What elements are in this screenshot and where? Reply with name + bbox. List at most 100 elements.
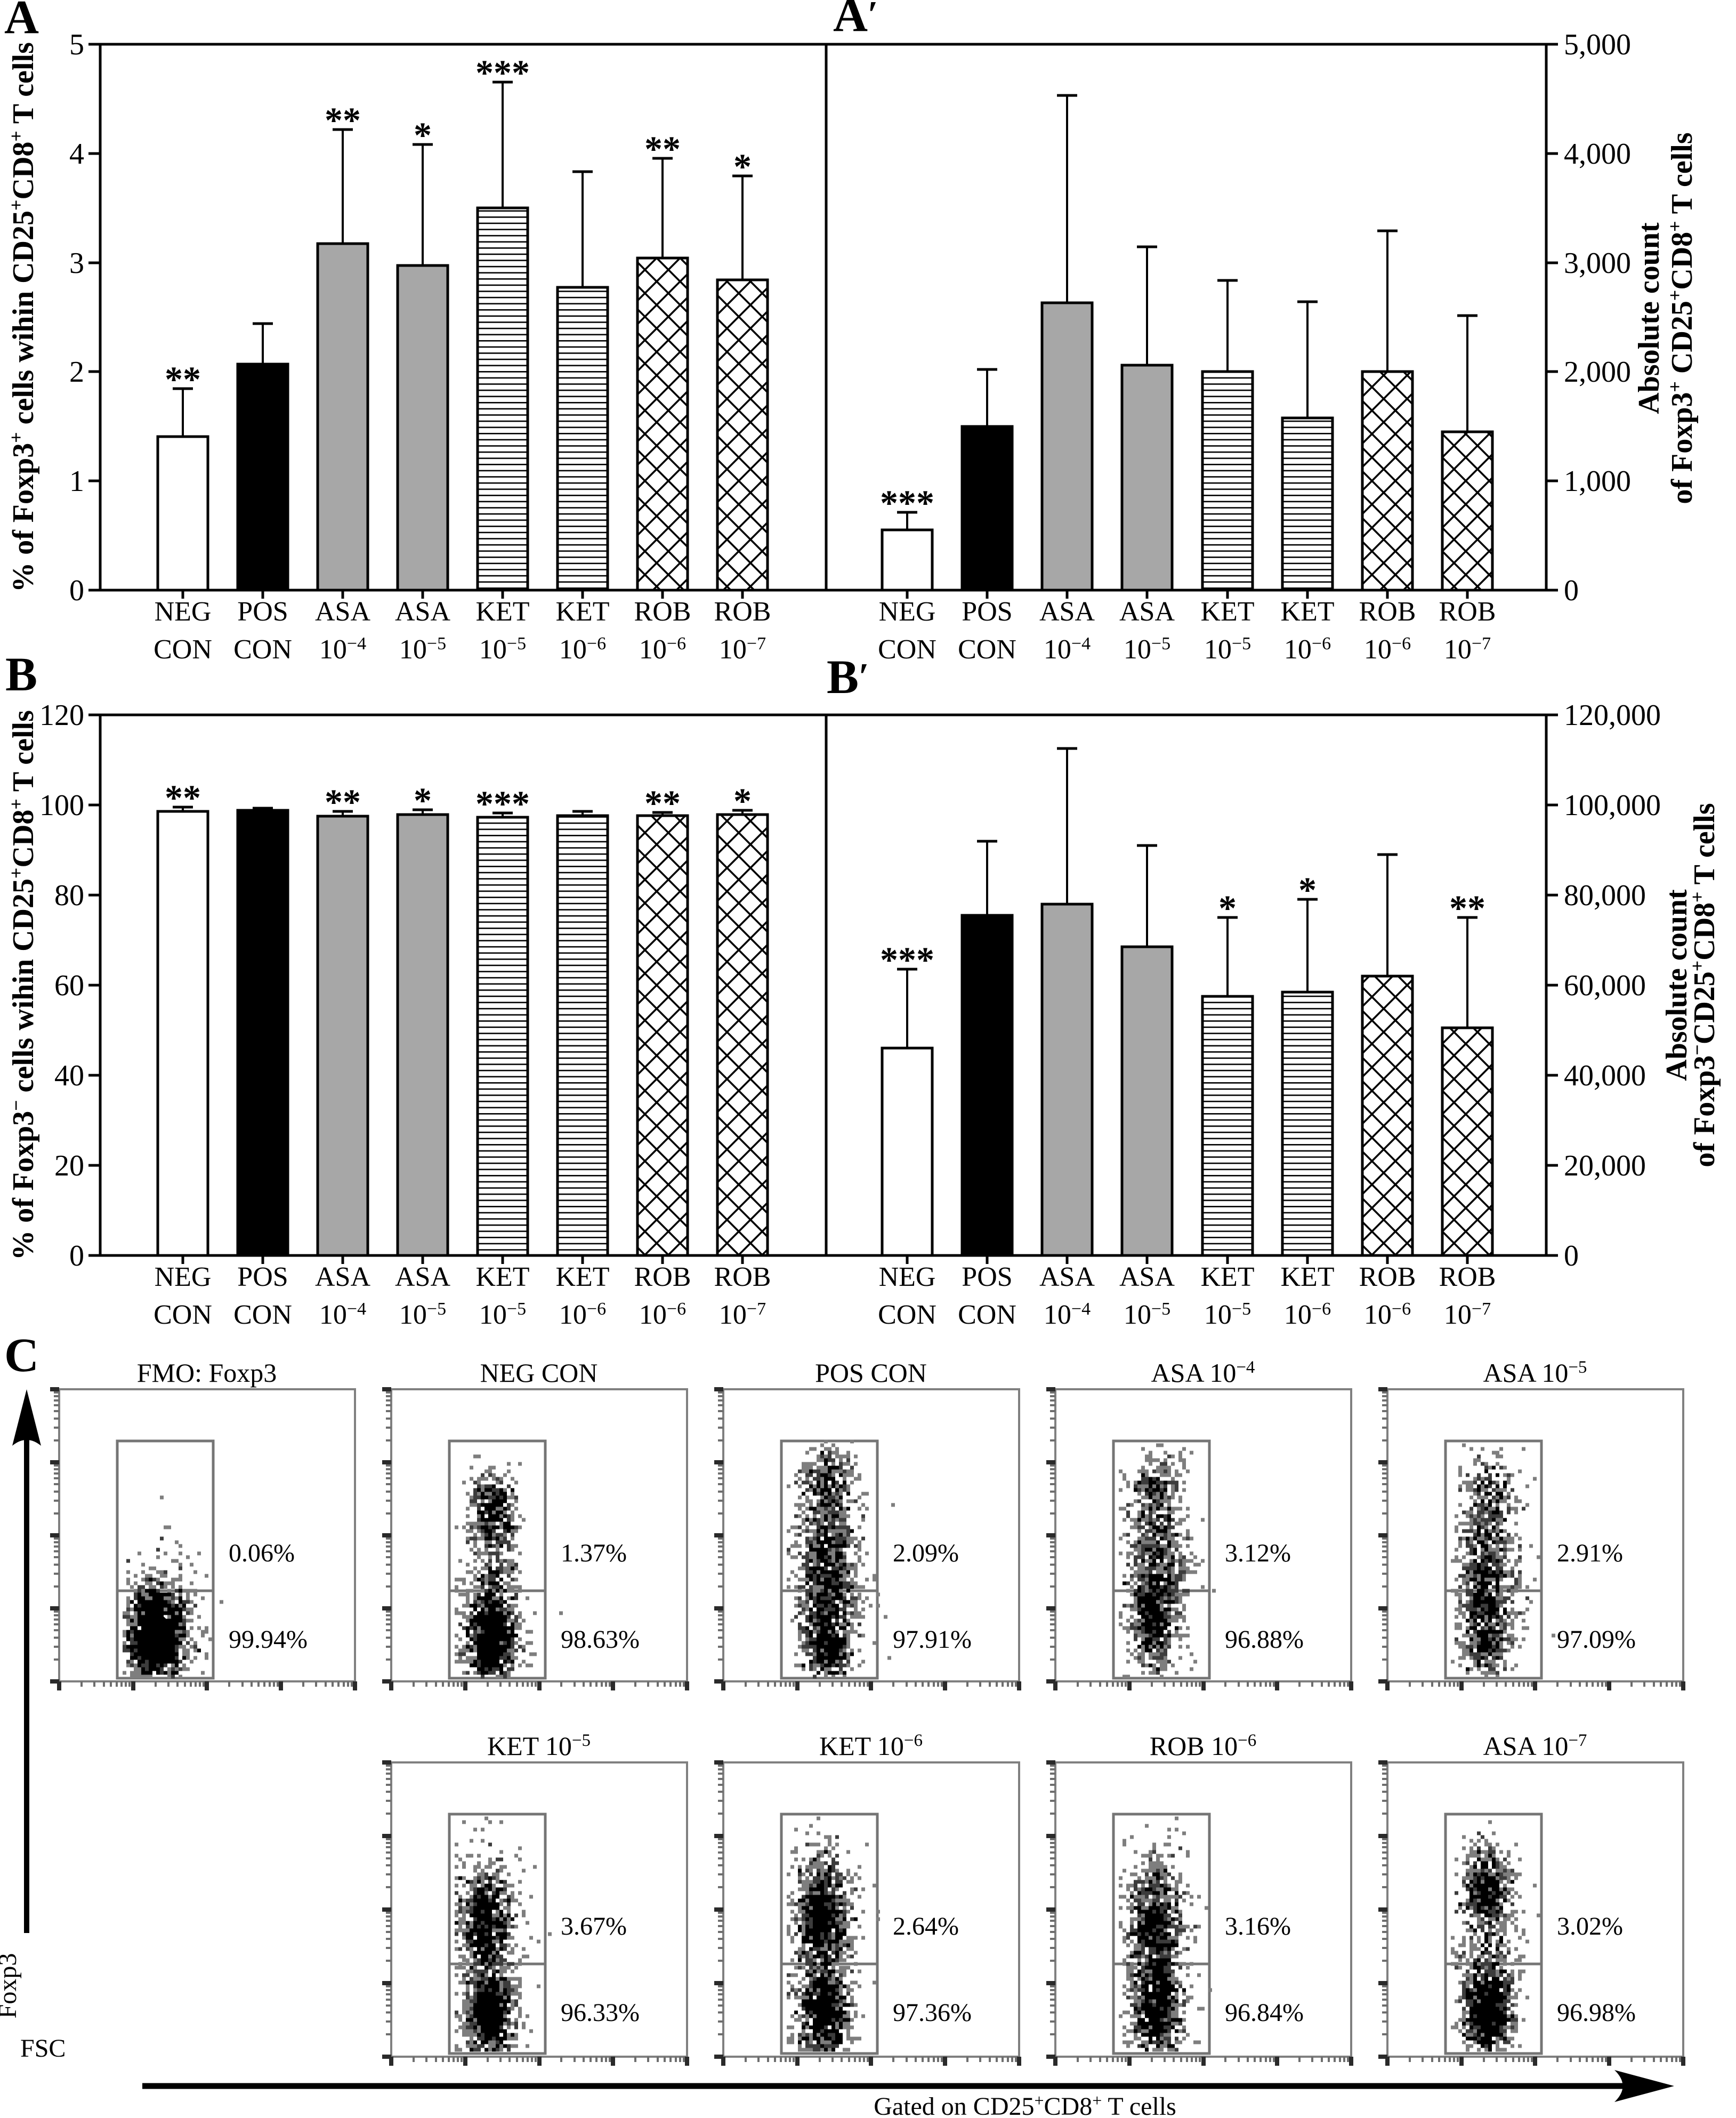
svg-text:B: B bbox=[5, 648, 37, 701]
svg-text:ASA: ASA bbox=[395, 1262, 450, 1292]
svg-text:10−6​: 10−6​ bbox=[639, 1299, 686, 1330]
svg-text:KET 10−6​: KET 10−6​ bbox=[819, 1731, 923, 1761]
svg-text:10−5​: 10−5​ bbox=[1204, 1299, 1251, 1330]
svg-text:***: *** bbox=[880, 482, 934, 523]
svg-text:3.67%: 3.67% bbox=[561, 1912, 627, 1940]
svg-text:POS: POS bbox=[237, 597, 288, 627]
svg-text:**: ** bbox=[165, 359, 201, 399]
svg-text:96.84%: 96.84% bbox=[1225, 1999, 1304, 2027]
svg-text:**: ** bbox=[644, 783, 681, 823]
svg-text:NEG: NEG bbox=[155, 597, 212, 627]
svg-text:CON: CON bbox=[958, 1300, 1016, 1330]
svg-text:***: *** bbox=[880, 939, 934, 980]
svg-text:POS CON: POS CON bbox=[815, 1358, 927, 1388]
svg-text:10−6​: 10−6​ bbox=[1284, 1299, 1331, 1330]
svg-text:Absolute count: Absolute count bbox=[1660, 889, 1693, 1081]
svg-text:NEG: NEG bbox=[155, 1262, 212, 1292]
svg-text:**: ** bbox=[325, 100, 361, 140]
svg-text:80,000: 80,000 bbox=[1564, 879, 1646, 912]
svg-text:*: * bbox=[414, 115, 432, 155]
svg-text:CON: CON bbox=[878, 1300, 936, 1330]
svg-text:1.37%: 1.37% bbox=[561, 1539, 627, 1567]
svg-text:FSC: FSC bbox=[20, 2034, 66, 2063]
svg-text:1: 1 bbox=[69, 465, 84, 498]
svg-text:80: 80 bbox=[54, 879, 84, 912]
svg-text:10−7​: 10−7​ bbox=[719, 1299, 766, 1330]
svg-text:A: A bbox=[4, 0, 39, 44]
svg-text:% of Foxp3+​ cells wihin CD25+: % of Foxp3+​ cells wihin CD25+​CD8+​ T c… bbox=[5, 42, 40, 592]
svg-text:10−7​: 10−7​ bbox=[719, 634, 766, 665]
svg-text:Gated on CD25+​CD8+​ T cells: Gated on CD25+​CD8+​ T cells bbox=[874, 2091, 1176, 2118]
svg-text:**: ** bbox=[165, 777, 201, 818]
svg-text:97.36%: 97.36% bbox=[893, 1999, 972, 2027]
svg-text:40: 40 bbox=[54, 1059, 84, 1092]
svg-text:3.16%: 3.16% bbox=[1225, 1912, 1291, 1940]
svg-text:A′: A′ bbox=[833, 0, 878, 42]
svg-text:ROB: ROB bbox=[1439, 1262, 1496, 1292]
svg-text:KET: KET bbox=[555, 1262, 609, 1292]
svg-text:10−5​: 10−5​ bbox=[1124, 1299, 1170, 1330]
svg-text:ASA: ASA bbox=[1039, 597, 1095, 627]
svg-text:1,000: 1,000 bbox=[1564, 465, 1631, 498]
svg-text:10−7​: 10−7​ bbox=[1444, 1299, 1491, 1330]
svg-text:10−6​: 10−6​ bbox=[639, 634, 686, 665]
svg-text:*: * bbox=[1218, 888, 1237, 928]
svg-text:CON: CON bbox=[878, 634, 936, 665]
svg-text:10−5​: 10−5​ bbox=[479, 634, 526, 665]
svg-text:**: ** bbox=[1449, 888, 1485, 928]
svg-text:3,000: 3,000 bbox=[1564, 247, 1631, 280]
svg-text:KET 10−5​: KET 10−5​ bbox=[487, 1731, 591, 1761]
svg-text:5: 5 bbox=[69, 28, 84, 61]
svg-text:CON: CON bbox=[154, 1300, 212, 1330]
svg-text:ASA: ASA bbox=[1039, 1262, 1095, 1292]
svg-text:**: ** bbox=[644, 128, 681, 169]
svg-text:ASA 10−7​: ASA 10−7​ bbox=[1483, 1731, 1587, 1761]
svg-text:NEG: NEG bbox=[879, 597, 936, 627]
svg-text:ASA: ASA bbox=[315, 597, 370, 627]
svg-text:FMO: Foxp3: FMO: Foxp3 bbox=[137, 1358, 277, 1388]
svg-text:10−6​: 10−6​ bbox=[559, 634, 606, 665]
svg-text:*: * bbox=[733, 780, 752, 821]
svg-text:ROB: ROB bbox=[1359, 1262, 1416, 1292]
svg-text:*: * bbox=[1298, 869, 1317, 910]
svg-text:10−4​: 10−4​ bbox=[319, 1299, 366, 1330]
svg-text:10−6​: 10−6​ bbox=[1364, 634, 1411, 665]
svg-text:10−5​: 10−5​ bbox=[399, 1299, 446, 1330]
svg-text:KET: KET bbox=[475, 597, 529, 627]
svg-text:ROB: ROB bbox=[634, 597, 691, 627]
svg-text:96.88%: 96.88% bbox=[1225, 1625, 1304, 1654]
svg-text:2.91%: 2.91% bbox=[1557, 1539, 1623, 1567]
svg-text:40,000: 40,000 bbox=[1564, 1059, 1646, 1092]
svg-text:ROB: ROB bbox=[1359, 597, 1416, 627]
svg-text:B′: B′ bbox=[827, 651, 869, 704]
svg-text:0: 0 bbox=[1564, 1239, 1579, 1273]
svg-text:10−5​: 10−5​ bbox=[1204, 634, 1251, 665]
svg-text:ASA: ASA bbox=[315, 1262, 370, 1292]
svg-text:KET: KET bbox=[475, 1262, 529, 1292]
svg-text:97.09%: 97.09% bbox=[1557, 1625, 1636, 1654]
svg-text:0.06%: 0.06% bbox=[229, 1539, 295, 1567]
svg-text:99.94%: 99.94% bbox=[229, 1625, 308, 1654]
svg-text:Foxp3: Foxp3 bbox=[0, 1953, 22, 2019]
svg-text:0: 0 bbox=[69, 574, 84, 607]
svg-text:ROB 10−6​: ROB 10−6​ bbox=[1150, 1731, 1256, 1761]
svg-text:96.33%: 96.33% bbox=[561, 1999, 640, 2027]
svg-text:0: 0 bbox=[69, 1239, 84, 1273]
svg-text:POS: POS bbox=[237, 1262, 288, 1292]
svg-text:% of Foxp3−​ cells wihin CD25+: % of Foxp3−​ cells wihin CD25+​CD8+​ T c… bbox=[5, 710, 40, 1260]
svg-text:98.63%: 98.63% bbox=[561, 1625, 640, 1654]
svg-text:2: 2 bbox=[69, 356, 84, 389]
svg-text:POS: POS bbox=[962, 1262, 1012, 1292]
svg-text:2.09%: 2.09% bbox=[893, 1539, 959, 1567]
svg-text:2.64%: 2.64% bbox=[893, 1912, 959, 1940]
svg-text:ASA: ASA bbox=[1119, 597, 1175, 627]
svg-text:KET: KET bbox=[1280, 597, 1334, 627]
svg-text:KET: KET bbox=[1200, 597, 1254, 627]
svg-text:97.91%: 97.91% bbox=[893, 1625, 972, 1654]
svg-text:120,000: 120,000 bbox=[1564, 699, 1661, 732]
svg-text:*: * bbox=[733, 146, 752, 187]
svg-text:10−6​: 10−6​ bbox=[1364, 1299, 1411, 1330]
svg-text:20,000: 20,000 bbox=[1564, 1149, 1646, 1182]
svg-text:10−6​: 10−6​ bbox=[559, 1299, 606, 1330]
svg-text:KET: KET bbox=[555, 597, 609, 627]
